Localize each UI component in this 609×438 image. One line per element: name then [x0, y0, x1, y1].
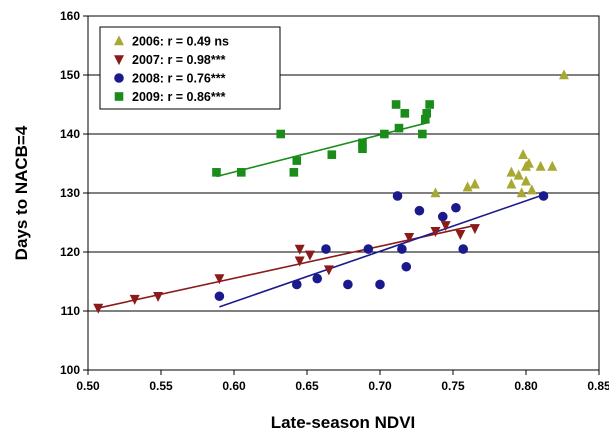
- y-tick-label: 160: [60, 9, 80, 23]
- data-point: [458, 244, 469, 254]
- data-point: [294, 256, 305, 267]
- x-tick-label: 0.75: [441, 379, 465, 393]
- data-point: [392, 191, 403, 201]
- data-point: [129, 294, 140, 305]
- data-point: [294, 244, 305, 255]
- x-tick-label: 0.70: [368, 379, 392, 393]
- data-point: [276, 129, 286, 139]
- data-point: [418, 129, 427, 139]
- data-point: [437, 211, 448, 222]
- data-point: [304, 250, 315, 261]
- data-point: [323, 265, 334, 276]
- data-point: [523, 157, 534, 168]
- data-point: [321, 244, 331, 254]
- data-point: [422, 109, 432, 118]
- legend-box: [99, 26, 281, 110]
- data-point: [400, 109, 410, 118]
- legend-label: 2008: r = 0.76***: [132, 72, 226, 86]
- legend-marker: [114, 35, 124, 46]
- data-point: [558, 69, 569, 80]
- data-point: [212, 168, 221, 177]
- data-point: [380, 129, 389, 139]
- data-point: [401, 261, 412, 272]
- legend-label: 2009: r = 0.86***: [132, 90, 226, 104]
- data-point: [327, 150, 337, 159]
- legend-label: 2007: r = 0.98***: [132, 53, 226, 67]
- data-point: [289, 168, 299, 177]
- data-point: [430, 227, 441, 238]
- y-tick-label: 100: [60, 363, 80, 377]
- data-point: [375, 279, 385, 290]
- data-point: [394, 123, 404, 133]
- legend: 2006: r = 0.49 ns 2007: r = 0.98*** 2008: …: [99, 26, 281, 110]
- data-point: [506, 166, 517, 177]
- data-point: [462, 181, 473, 192]
- legend-label: 2006: r = 0.49 ns: [132, 35, 229, 49]
- data-points: [93, 69, 569, 314]
- data-point: [292, 156, 302, 165]
- data-point: [516, 187, 527, 198]
- data-point: [455, 230, 466, 240]
- data-point: [93, 303, 104, 314]
- y-tick-label: 130: [60, 186, 80, 200]
- data-point: [451, 202, 461, 213]
- data-point: [363, 244, 374, 254]
- data-point: [312, 273, 323, 284]
- data-point: [506, 178, 517, 189]
- data-point: [291, 279, 302, 290]
- data-point: [521, 175, 531, 186]
- data-point: [535, 160, 546, 171]
- data-point: [358, 138, 367, 148]
- trendline-4: [216, 121, 430, 178]
- y-tick-label: 150: [60, 68, 80, 82]
- x-tick-label: 0.60: [222, 379, 246, 393]
- data-point: [404, 232, 415, 243]
- legend-marker: [114, 92, 124, 101]
- data-point: [414, 205, 425, 216]
- data-point: [214, 291, 225, 302]
- data-point: [153, 291, 164, 302]
- data-point: [518, 148, 529, 159]
- data-point: [237, 168, 246, 177]
- data-point: [469, 178, 480, 189]
- x-tick-label: 0.65: [295, 379, 319, 393]
- axis-ticks: 100 110 120 130 140 150 160 0.50 0.55 0.60 0.65 0.7…: [60, 9, 609, 393]
- data-point: [425, 100, 434, 109]
- legend-marker: [114, 73, 124, 83]
- y-tick-label: 110: [61, 304, 81, 318]
- x-axis-title: Late-season NDVI: [271, 413, 416, 432]
- data-point: [469, 224, 480, 235]
- x-tick-label: 0.55: [149, 379, 173, 393]
- data-point: [391, 100, 401, 109]
- y-tick-label: 120: [60, 245, 80, 259]
- y-tick-label: 140: [60, 127, 80, 141]
- x-tick-label: 0.80: [514, 379, 538, 393]
- y-axis-title: Days to NACB=4: [12, 125, 31, 260]
- data-point: [538, 191, 549, 201]
- data-point: [526, 184, 537, 195]
- data-point: [440, 221, 451, 232]
- data-point: [547, 160, 558, 171]
- data-point: [343, 279, 353, 290]
- trendline-3: [219, 194, 544, 308]
- data-point: [513, 169, 524, 180]
- data-point: [430, 187, 441, 198]
- data-point: [214, 274, 225, 285]
- legend-marker: [114, 55, 124, 66]
- x-tick-label: 0.50: [76, 379, 100, 393]
- data-point: [397, 244, 407, 254]
- x-tick-label: 0.85: [587, 379, 609, 393]
